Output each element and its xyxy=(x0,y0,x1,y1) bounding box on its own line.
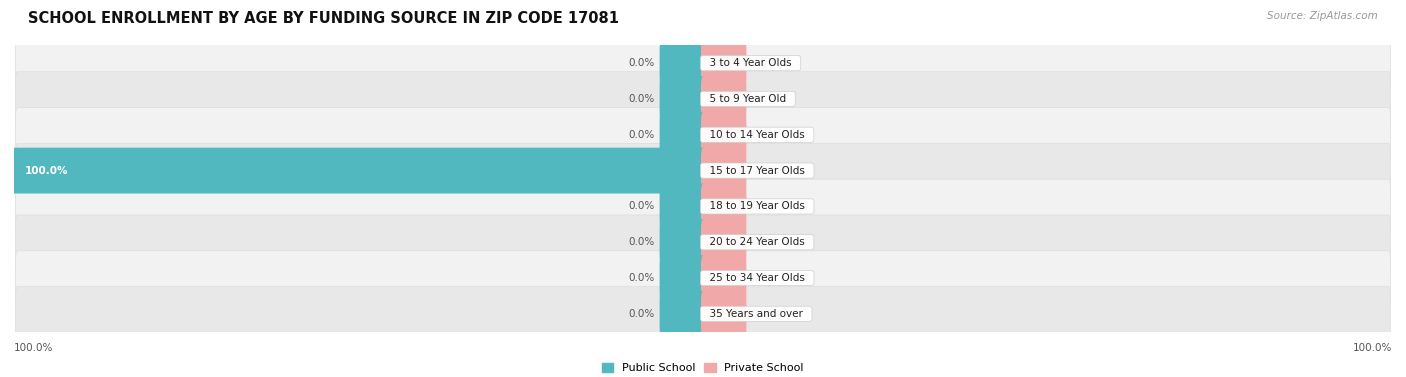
FancyBboxPatch shape xyxy=(659,40,704,86)
FancyBboxPatch shape xyxy=(702,255,747,301)
Text: 18 to 19 Year Olds: 18 to 19 Year Olds xyxy=(703,201,811,211)
FancyBboxPatch shape xyxy=(15,179,1391,234)
Text: SCHOOL ENROLLMENT BY AGE BY FUNDING SOURCE IN ZIP CODE 17081: SCHOOL ENROLLMENT BY AGE BY FUNDING SOUR… xyxy=(28,11,619,26)
FancyBboxPatch shape xyxy=(702,40,747,86)
Text: 100.0%: 100.0% xyxy=(14,343,53,352)
Text: 0.0%: 0.0% xyxy=(751,94,778,104)
Text: 100.0%: 100.0% xyxy=(24,166,67,176)
FancyBboxPatch shape xyxy=(659,291,704,337)
Text: 25 to 34 Year Olds: 25 to 34 Year Olds xyxy=(703,273,811,283)
FancyBboxPatch shape xyxy=(15,107,1391,162)
Text: 20 to 24 Year Olds: 20 to 24 Year Olds xyxy=(703,237,811,247)
Text: 0.0%: 0.0% xyxy=(751,130,778,140)
Text: 0.0%: 0.0% xyxy=(628,130,655,140)
FancyBboxPatch shape xyxy=(659,76,704,122)
Text: 0.0%: 0.0% xyxy=(751,166,778,176)
Text: 0.0%: 0.0% xyxy=(628,237,655,247)
Text: 5 to 9 Year Old: 5 to 9 Year Old xyxy=(703,94,793,104)
Text: 0.0%: 0.0% xyxy=(751,273,778,283)
FancyBboxPatch shape xyxy=(15,215,1391,270)
Text: 0.0%: 0.0% xyxy=(751,201,778,211)
FancyBboxPatch shape xyxy=(702,76,747,122)
Text: 0.0%: 0.0% xyxy=(628,58,655,68)
Text: 0.0%: 0.0% xyxy=(628,201,655,211)
FancyBboxPatch shape xyxy=(15,251,1391,305)
Text: 0.0%: 0.0% xyxy=(751,237,778,247)
FancyBboxPatch shape xyxy=(15,72,1391,126)
Text: 3 to 4 Year Olds: 3 to 4 Year Olds xyxy=(703,58,799,68)
FancyBboxPatch shape xyxy=(659,219,704,265)
FancyBboxPatch shape xyxy=(659,255,704,301)
FancyBboxPatch shape xyxy=(659,112,704,158)
FancyBboxPatch shape xyxy=(702,184,747,229)
Text: 0.0%: 0.0% xyxy=(628,273,655,283)
FancyBboxPatch shape xyxy=(13,148,704,193)
Text: 35 Years and over: 35 Years and over xyxy=(703,309,810,319)
Text: Source: ZipAtlas.com: Source: ZipAtlas.com xyxy=(1267,11,1378,21)
FancyBboxPatch shape xyxy=(702,219,747,265)
Text: 15 to 17 Year Olds: 15 to 17 Year Olds xyxy=(703,166,811,176)
Text: 0.0%: 0.0% xyxy=(751,58,778,68)
Legend: Public School, Private School: Public School, Private School xyxy=(598,359,808,377)
Text: 0.0%: 0.0% xyxy=(628,309,655,319)
FancyBboxPatch shape xyxy=(15,287,1391,341)
FancyBboxPatch shape xyxy=(659,184,704,229)
FancyBboxPatch shape xyxy=(702,291,747,337)
Text: 100.0%: 100.0% xyxy=(1353,343,1392,352)
Text: 0.0%: 0.0% xyxy=(751,309,778,319)
Text: 0.0%: 0.0% xyxy=(628,94,655,104)
FancyBboxPatch shape xyxy=(702,112,747,158)
FancyBboxPatch shape xyxy=(702,148,747,193)
Text: 10 to 14 Year Olds: 10 to 14 Year Olds xyxy=(703,130,811,140)
FancyBboxPatch shape xyxy=(15,36,1391,90)
FancyBboxPatch shape xyxy=(15,143,1391,198)
